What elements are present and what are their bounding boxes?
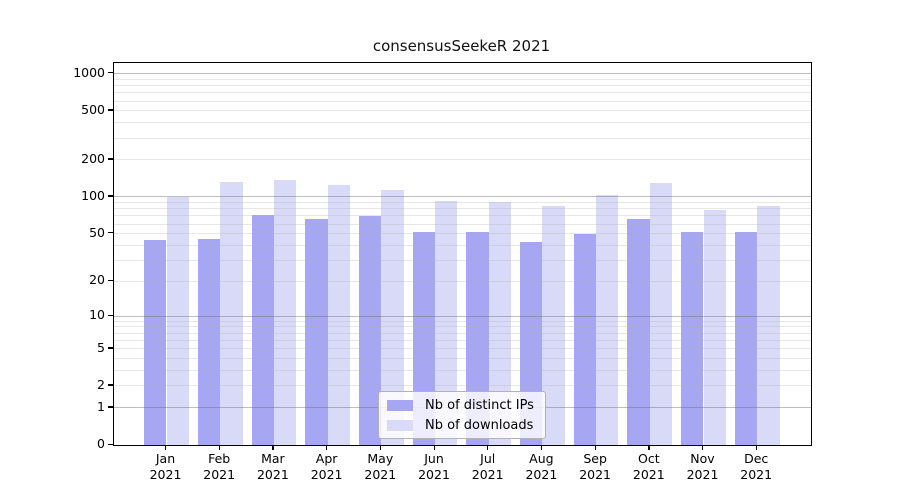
x-tick-mark-feb bbox=[218, 445, 220, 450]
x-tick-label-mar: Mar 2021 bbox=[256, 451, 289, 482]
x-tick-label-sep: Sep 2021 bbox=[579, 451, 611, 482]
chart-title: consensusSeekeR 2021 bbox=[372, 37, 551, 55]
gridline-80 bbox=[114, 208, 811, 210]
gridline-600 bbox=[114, 100, 811, 102]
x-tick-label-feb: Feb 2021 bbox=[203, 451, 236, 482]
legend-label-distinct-ips: Nb of distinct IPs bbox=[425, 397, 534, 413]
y-tick-label-1: 1 bbox=[97, 398, 105, 414]
bar-ips-oct bbox=[627, 219, 650, 445]
y-tick-label-20: 20 bbox=[89, 272, 105, 288]
legend-swatch-distinct-ips bbox=[387, 399, 413, 411]
x-tick-mark-apr bbox=[326, 445, 328, 450]
x-tick-mark-oct bbox=[648, 445, 650, 450]
y-tick-mark-20 bbox=[108, 279, 113, 282]
bar-downloads-may bbox=[381, 189, 404, 445]
gridline-800 bbox=[114, 85, 811, 87]
gridline-90 bbox=[114, 202, 811, 204]
gridline-700 bbox=[114, 92, 811, 94]
y-tick-label-5: 5 bbox=[97, 339, 105, 355]
bar-downloads-jan bbox=[166, 196, 189, 445]
bar-downloads-dec bbox=[757, 206, 780, 445]
y-tick-label-10: 10 bbox=[89, 307, 105, 323]
x-tick-mark-jun bbox=[433, 445, 435, 450]
legend-item-downloads: Nb of downloads bbox=[379, 417, 545, 434]
plot-area bbox=[113, 62, 812, 446]
y-tick-mark-2 bbox=[108, 384, 113, 386]
x-tick-label-nov: Nov 2021 bbox=[686, 451, 719, 482]
x-tick-mark-jul bbox=[487, 445, 489, 450]
bar-ips-may bbox=[358, 215, 382, 445]
x-tick-mark-mar bbox=[272, 445, 274, 450]
gridline-400 bbox=[114, 122, 811, 124]
bar-ips-nov bbox=[681, 231, 704, 445]
gridline-900 bbox=[114, 78, 811, 80]
y-tick-label-200: 200 bbox=[81, 150, 105, 166]
y-tick-mark-10 bbox=[108, 314, 113, 316]
legend: Nb of distinct IPs Nb of downloads bbox=[378, 391, 546, 439]
y-tick-mark-50 bbox=[108, 232, 113, 234]
bar-downloads-aug bbox=[542, 206, 565, 445]
bar-ips-apr bbox=[305, 219, 328, 445]
bar-downloads-feb bbox=[220, 182, 243, 445]
legend-swatch-downloads bbox=[387, 419, 413, 431]
bar-downloads-oct bbox=[649, 182, 673, 445]
y-tick-label-0: 0 bbox=[97, 436, 105, 451]
x-tick-label-jun: Jun 2021 bbox=[418, 451, 450, 482]
x-tick-mark-nov bbox=[702, 445, 704, 450]
x-tick-label-jul: Jul 2021 bbox=[471, 451, 504, 482]
gridline-100 bbox=[114, 196, 811, 198]
y-tick-label-1000: 1000 bbox=[73, 64, 105, 80]
y-tick-label-500: 500 bbox=[81, 101, 105, 117]
x-tick-label-dec: Dec 2021 bbox=[740, 451, 773, 482]
y-tick-label-100: 100 bbox=[81, 187, 105, 203]
bar-downloads-jun bbox=[435, 200, 458, 445]
x-tick-label-may: May 2021 bbox=[364, 451, 397, 482]
y-tick-label-50: 50 bbox=[89, 224, 105, 240]
bar-downloads-mar bbox=[273, 180, 297, 445]
bar-downloads-apr bbox=[327, 184, 350, 445]
y-tick-mark-500 bbox=[108, 109, 113, 111]
bar-downloads-nov bbox=[703, 210, 726, 445]
gridline-500 bbox=[114, 110, 811, 112]
x-tick-label-jan: Jan 2021 bbox=[149, 451, 182, 482]
x-tick-label-apr: Apr 2021 bbox=[310, 451, 343, 482]
y-tick-mark-1000 bbox=[108, 72, 113, 74]
x-tick-mark-may bbox=[379, 445, 382, 450]
legend-label-downloads: Nb of downloads bbox=[425, 417, 534, 433]
gridline-300 bbox=[114, 137, 811, 139]
x-tick-mark-dec bbox=[755, 445, 757, 450]
x-tick-mark-sep bbox=[594, 445, 596, 450]
x-tick-label-aug: Aug 2021 bbox=[525, 451, 558, 482]
y-tick-label-2: 2 bbox=[97, 376, 105, 392]
x-tick-mark-aug bbox=[540, 445, 543, 450]
bar-ips-sep bbox=[573, 233, 597, 445]
bar-ips-jan bbox=[144, 240, 167, 445]
y-tick-mark-0 bbox=[108, 443, 113, 445]
legend-item-distinct-ips: Nb of distinct IPs bbox=[379, 397, 545, 414]
gridline-200 bbox=[114, 159, 811, 161]
gridline-1000 bbox=[114, 73, 811, 75]
y-tick-mark-5 bbox=[108, 347, 113, 349]
bar-downloads-jul bbox=[488, 201, 512, 445]
x-tick-label-oct: Oct 2021 bbox=[632, 451, 665, 482]
bar-ips-mar bbox=[251, 215, 274, 445]
x-tick-mark-jan bbox=[165, 445, 167, 450]
bar-ips-feb bbox=[197, 239, 221, 445]
bar-downloads-sep bbox=[596, 195, 619, 445]
y-tick-mark-200 bbox=[108, 158, 113, 160]
bar-ips-dec bbox=[734, 231, 758, 445]
y-tick-mark-1 bbox=[108, 406, 113, 408]
y-tick-mark-100 bbox=[108, 195, 113, 197]
